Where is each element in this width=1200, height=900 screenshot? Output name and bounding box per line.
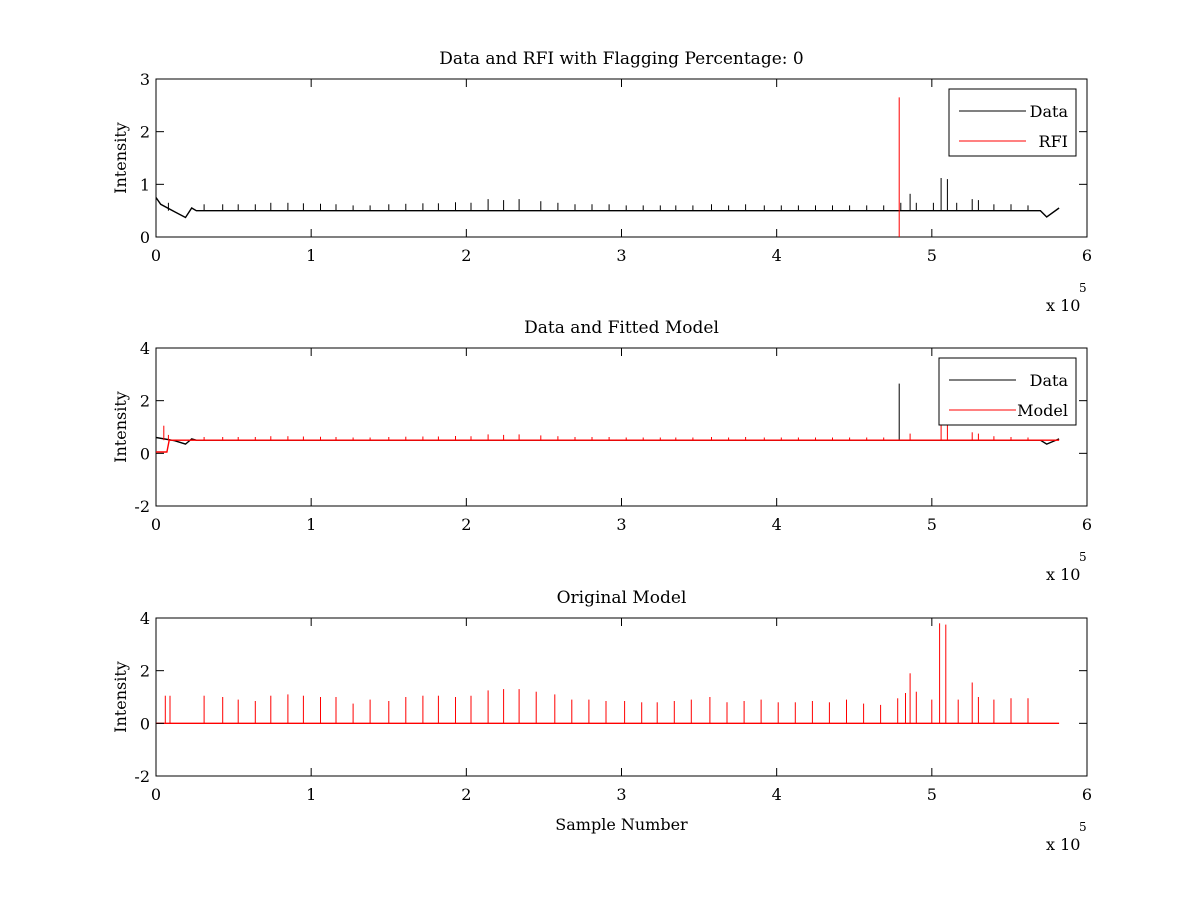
x-multiplier-exponent: 5: [1079, 820, 1087, 834]
x-tick-label: 1: [306, 785, 316, 804]
legend-box: [948, 88, 1077, 157]
x-tick-label: 0: [151, 515, 161, 534]
x-tick-label: 6: [1082, 246, 1092, 265]
y-tick-label: 0: [140, 228, 150, 247]
legend-label-model: Model: [1017, 401, 1068, 420]
y-tick-label: 0: [140, 444, 150, 463]
x-multiplier-exponent: 5: [1079, 550, 1087, 564]
legend: Data RFI: [948, 88, 1077, 157]
x-tick-label: 6: [1082, 515, 1092, 534]
x-tick-label: 3: [616, 785, 626, 804]
x-tick-label: 2: [461, 515, 471, 534]
x-tick-label: 5: [927, 785, 937, 804]
x-multiplier-exponent: 5: [1079, 281, 1087, 295]
legend-label-rfi: RFI: [1039, 132, 1068, 151]
legend-box: [938, 357, 1077, 426]
x-tick-label: 4: [772, 515, 782, 534]
x-multiplier-base: x 10: [1046, 835, 1080, 854]
series-line-model: [156, 439, 1060, 453]
x-tick-label: 6: [1082, 785, 1092, 804]
y-tick-label: -2: [134, 497, 150, 516]
x-tick-label: 2: [461, 246, 471, 265]
subplot-title: Data and Fitted Model: [524, 318, 719, 338]
x-tick-label: 3: [616, 246, 626, 265]
subplot-title: Data and RFI with Flagging Percentage: 0: [439, 49, 803, 69]
series-line-data: [156, 197, 1060, 219]
x-multiplier-base: x 10: [1046, 565, 1080, 584]
x-tick-label: 3: [616, 515, 626, 534]
legend-label-data: Data: [1030, 102, 1069, 121]
x-axis-label: Sample Number: [555, 815, 688, 834]
y-axis-label: Intensity: [111, 122, 130, 194]
y-axis-label: Intensity: [111, 391, 130, 463]
y-axis-label: Intensity: [111, 661, 130, 733]
x-tick-label: 2: [461, 785, 471, 804]
y-tick-label: 4: [140, 609, 150, 628]
x-tick-label: 4: [772, 246, 782, 265]
y-tick-label: 2: [140, 392, 150, 411]
y-tick-label: 2: [140, 123, 150, 142]
x-tick-label: 1: [306, 515, 316, 534]
x-tick-label: 4: [772, 785, 782, 804]
x-multiplier-base: x 10: [1046, 296, 1080, 315]
y-tick-label: 4: [140, 339, 150, 358]
legend-label-data: Data: [1030, 371, 1069, 390]
x-tick-label: 5: [927, 246, 937, 265]
x-tick-label: 5: [927, 515, 937, 534]
y-tick-label: -2: [134, 767, 150, 786]
y-tick-label: 3: [140, 70, 150, 89]
y-tick-label: 0: [140, 714, 150, 733]
y-tick-label: 2: [140, 662, 150, 681]
legend: Data Model: [938, 357, 1077, 426]
y-tick-label: 1: [140, 175, 150, 194]
x-tick-label: 0: [151, 785, 161, 804]
subplot-title: Original Model: [557, 588, 687, 608]
x-tick-label: 0: [151, 246, 161, 265]
x-tick-label: 1: [306, 246, 316, 265]
